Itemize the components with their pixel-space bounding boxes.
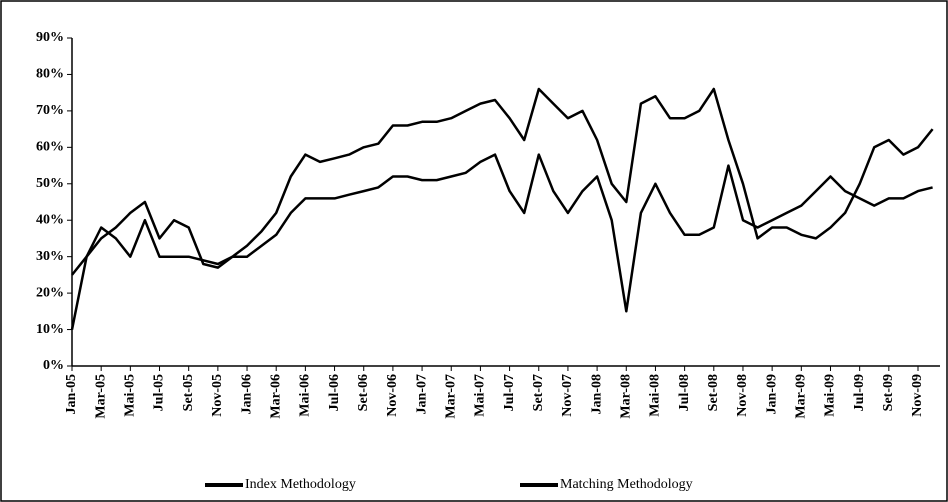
- x-tick-label: Mai-09: [823, 374, 838, 417]
- x-tick-label: Mar-05: [93, 374, 108, 419]
- x-tick-label: Jan-06: [239, 374, 254, 414]
- x-tick-label: Nov-06: [385, 374, 400, 417]
- y-tick-label: 60%: [36, 140, 64, 155]
- x-tick-label: Nov-09: [910, 374, 925, 417]
- x-tick-label: Jul-06: [327, 374, 342, 411]
- legend-label: Index Methodology: [245, 477, 356, 492]
- y-tick-label: 90%: [36, 30, 64, 45]
- x-tick-label: Nov-07: [560, 374, 575, 417]
- x-tick-label: Jan-05: [64, 374, 79, 414]
- x-tick-label: Mar-08: [618, 374, 633, 419]
- x-tick-label: Jul-08: [677, 374, 692, 411]
- x-tick-label: Jul-07: [502, 374, 517, 411]
- x-tick-label: Mai-06: [298, 374, 313, 417]
- y-tick-label: 30%: [36, 249, 64, 264]
- x-tick-label: Jul-09: [852, 374, 867, 411]
- x-tick-label: Set-06: [356, 374, 371, 411]
- x-tick-label: Mai-07: [473, 374, 488, 417]
- x-tick-label: Mai-08: [648, 374, 663, 417]
- x-tick-label: Mai-05: [123, 374, 138, 417]
- legend-label: Matching Methodology: [560, 477, 693, 492]
- x-tick-label: Jan-08: [589, 374, 604, 414]
- x-tick-label: Jan-07: [414, 374, 429, 414]
- series-line: [71, 87, 934, 276]
- y-tick-label: 50%: [36, 176, 64, 191]
- y-tick-label: 70%: [36, 103, 64, 118]
- y-tick-label: 40%: [36, 212, 64, 227]
- y-tick-label: 20%: [36, 285, 64, 300]
- y-tick-label: 10%: [36, 322, 64, 337]
- x-tick-label: Set-07: [531, 374, 546, 411]
- series-line: [70, 153, 933, 330]
- y-tick-label: 0%: [43, 358, 64, 373]
- x-tick-label: Nov-08: [735, 374, 750, 417]
- x-tick-label: Jan-09: [764, 374, 779, 414]
- x-tick-label: Mar-07: [443, 374, 458, 419]
- x-tick-label: Set-08: [706, 374, 721, 411]
- x-tick-label: Mar-09: [794, 374, 809, 419]
- x-tick-label: Set-05: [181, 374, 196, 411]
- x-tick-label: Mar-06: [268, 374, 283, 419]
- x-tick-label: Nov-05: [210, 374, 225, 417]
- y-tick-label: 80%: [36, 67, 64, 82]
- x-tick-label: Set-09: [881, 374, 896, 411]
- x-tick-label: Jul-05: [152, 374, 167, 411]
